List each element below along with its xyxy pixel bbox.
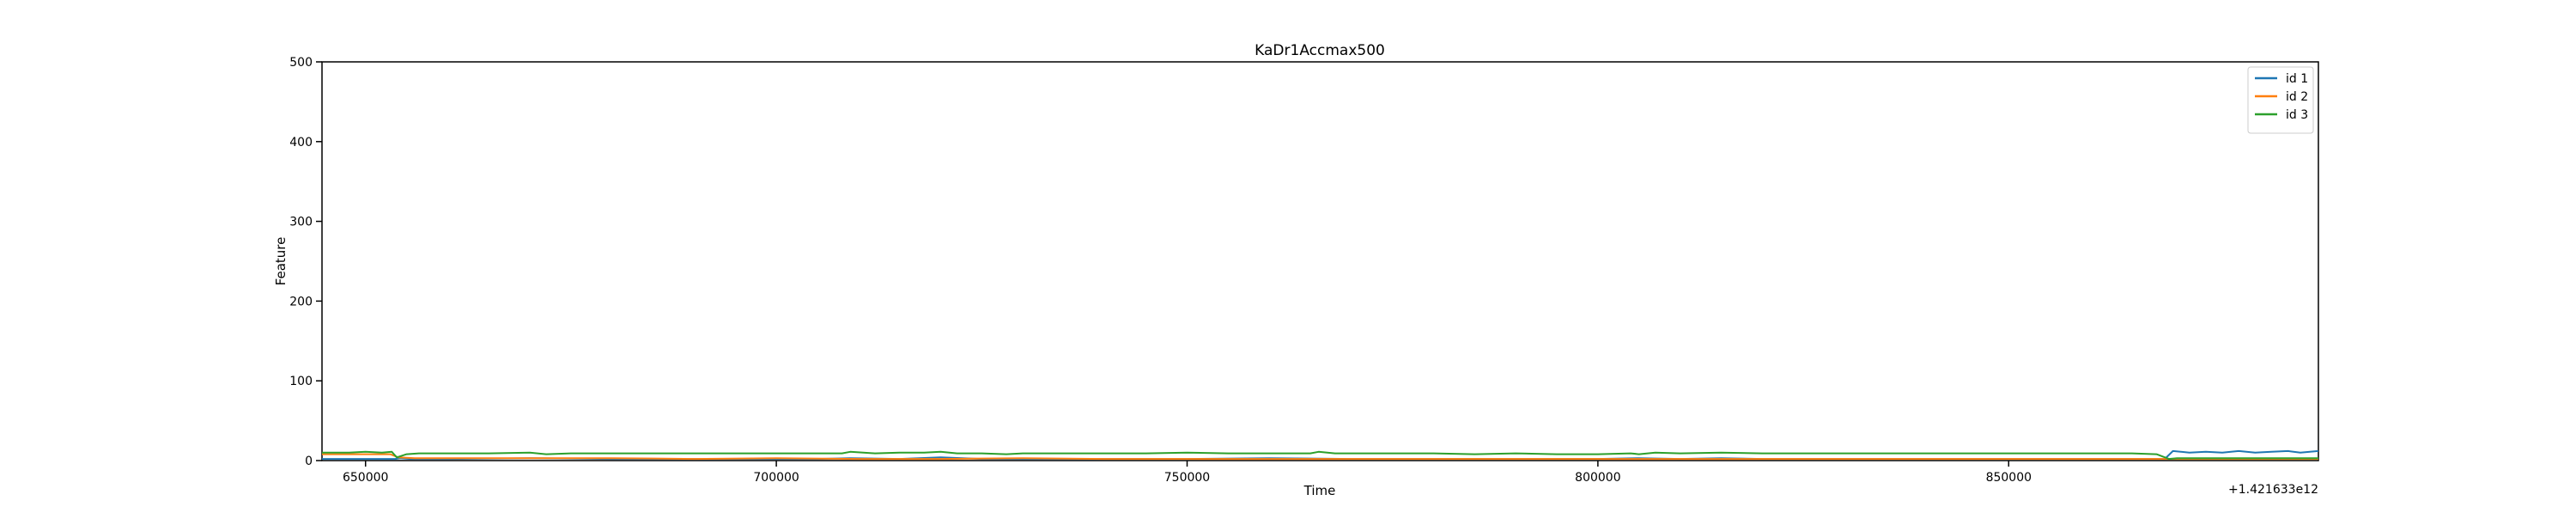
y-tick-label: 200 (289, 295, 313, 308)
x-tick-label: 800000 (1575, 471, 1620, 485)
legend-label-3: id 3 (2286, 108, 2308, 122)
y-tick-label: 400 (289, 136, 313, 150)
legend-box (2247, 66, 2314, 134)
x-tick-label: 750000 (1164, 471, 1210, 485)
series-lines (322, 449, 2319, 461)
x-tick-label: 850000 (1986, 471, 2032, 485)
legend-label-1: id 1 (2286, 72, 2308, 86)
y-tick-label: 500 (289, 56, 313, 70)
series-line-3 (322, 450, 2318, 461)
y-axis-label: Feature (273, 237, 289, 286)
y-tick-label: 100 (289, 375, 313, 388)
x-axis-label: Time (1303, 483, 1336, 498)
legend-label-2: id 2 (2286, 90, 2308, 104)
x-tick-label: 700000 (753, 471, 799, 485)
x-tick-label: 650000 (343, 471, 388, 485)
plot-area (321, 61, 2319, 461)
plot-frame (321, 61, 2319, 461)
x-axis: 650000 700000 750000 800000 850000 (343, 461, 2032, 485)
legend: id 1 id 2 id 3 (2247, 66, 2314, 134)
chart-title: KaDr1Accmax500 (1255, 42, 1385, 59)
y-axis: 0 100 200 300 400 500 (289, 56, 322, 468)
x-axis-offset-label: +1.421633e12 (2228, 483, 2318, 497)
y-tick-label: 0 (305, 455, 313, 468)
y-tick-label: 300 (289, 216, 313, 229)
series-line-2 (322, 453, 2318, 461)
